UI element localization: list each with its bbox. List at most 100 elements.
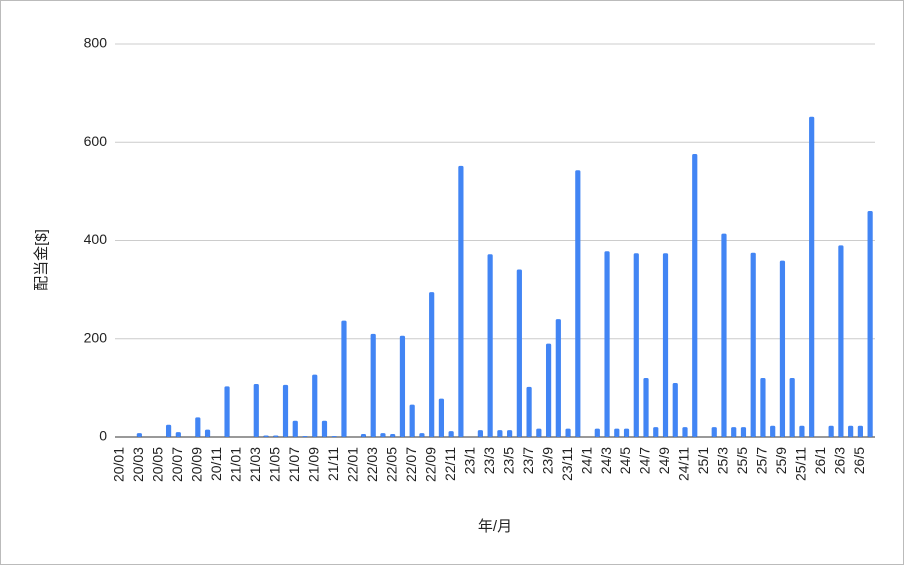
x-tick-label: 22/09 [422, 447, 438, 482]
x-tick-label: 24/7 [637, 447, 653, 474]
bar [662, 253, 669, 437]
bar [604, 251, 610, 437]
bar [653, 427, 659, 437]
x-tick-label: 23/11 [559, 447, 575, 481]
bar [623, 428, 630, 437]
x-tick-label: 22/03 [364, 447, 380, 482]
x-tick-label: 22/07 [403, 447, 419, 482]
x-tick-label: 23/1 [461, 447, 477, 474]
x-tick-label: 20/03 [130, 447, 146, 482]
x-tick-label: 26/1 [812, 447, 828, 474]
bar [672, 382, 678, 437]
x-tick-label: 20/07 [169, 447, 185, 482]
bar [253, 383, 259, 437]
bar [360, 434, 367, 437]
y-tick-label: 600 [84, 133, 108, 149]
x-tick-label: 24/5 [617, 447, 633, 474]
bar [721, 233, 727, 437]
x-tick-label: 20/09 [189, 447, 205, 482]
bar [409, 404, 415, 437]
bar [575, 170, 581, 437]
x-tick-label: 25/11 [793, 447, 809, 481]
y-axis-title: 配当金[$] [33, 229, 50, 291]
bar [263, 435, 269, 437]
bar [614, 428, 620, 437]
x-axis-title: 年/月 [478, 518, 512, 535]
bar [458, 165, 464, 437]
bar [789, 378, 795, 437]
x-tick-label: 25/7 [754, 447, 770, 474]
bar [302, 436, 308, 437]
bar [195, 417, 201, 437]
bar [165, 424, 172, 437]
bar [224, 386, 230, 437]
bar [448, 431, 454, 437]
bar [282, 384, 289, 437]
bar [594, 428, 600, 437]
bar [692, 154, 698, 438]
bar [867, 211, 873, 437]
bar [536, 428, 542, 437]
bar [292, 420, 298, 437]
bar [516, 269, 522, 437]
bar [429, 292, 435, 437]
x-tick-label: 21/03 [247, 447, 263, 482]
bar [731, 427, 737, 437]
x-tick-label: 21/05 [266, 447, 282, 482]
x-tick-label: 22/01 [344, 447, 360, 482]
bar [204, 429, 211, 437]
x-tick-label: 20/11 [208, 447, 224, 481]
x-tick-label: 26/3 [832, 447, 848, 474]
bar [438, 398, 445, 437]
x-tick-label: 23/9 [539, 447, 555, 474]
bar [136, 433, 142, 437]
bar [711, 427, 717, 437]
bar [857, 425, 863, 437]
x-tick-label: 23/7 [520, 447, 536, 474]
x-tick-label: 24/9 [656, 447, 672, 474]
x-tick-label: 24/3 [598, 447, 614, 474]
x-tick-label: 24/1 [578, 447, 594, 474]
bar [682, 427, 688, 437]
y-tick-label: 400 [84, 231, 108, 247]
bar [497, 430, 503, 437]
x-tick-label: 26/5 [851, 447, 867, 474]
bar [341, 320, 347, 437]
y-tick-label: 0 [99, 428, 107, 444]
bar [779, 260, 786, 437]
bar [565, 428, 571, 437]
x-tick-label: 24/11 [676, 447, 692, 481]
x-tick-label: 23/5 [500, 447, 516, 474]
bar [809, 116, 815, 437]
bar [390, 434, 396, 437]
bar [487, 254, 493, 437]
bar [770, 425, 776, 437]
bar [175, 432, 181, 437]
bar [507, 430, 513, 437]
x-tick-label: 21/01 [227, 447, 243, 482]
bar [799, 425, 805, 437]
bar [399, 335, 406, 437]
x-tick-label: 22/05 [383, 447, 399, 482]
x-tick-label: 20/01 [111, 447, 127, 482]
bar [273, 435, 279, 437]
x-tick-label: 21/09 [305, 447, 321, 482]
bar [838, 245, 844, 437]
x-tick-label: 22/11 [442, 447, 458, 481]
bar [526, 386, 532, 437]
bar [828, 425, 834, 437]
x-tick-label: 25/5 [734, 447, 750, 474]
bar [380, 433, 386, 437]
bar [848, 425, 854, 437]
bar [370, 333, 376, 437]
bar [477, 430, 483, 437]
x-tick-label: 23/3 [481, 447, 497, 474]
bar [331, 436, 337, 437]
bar [545, 343, 552, 437]
bar [312, 374, 318, 437]
bar [419, 433, 425, 437]
y-tick-label: 800 [84, 35, 108, 51]
bar [633, 253, 639, 437]
bar [555, 319, 561, 437]
